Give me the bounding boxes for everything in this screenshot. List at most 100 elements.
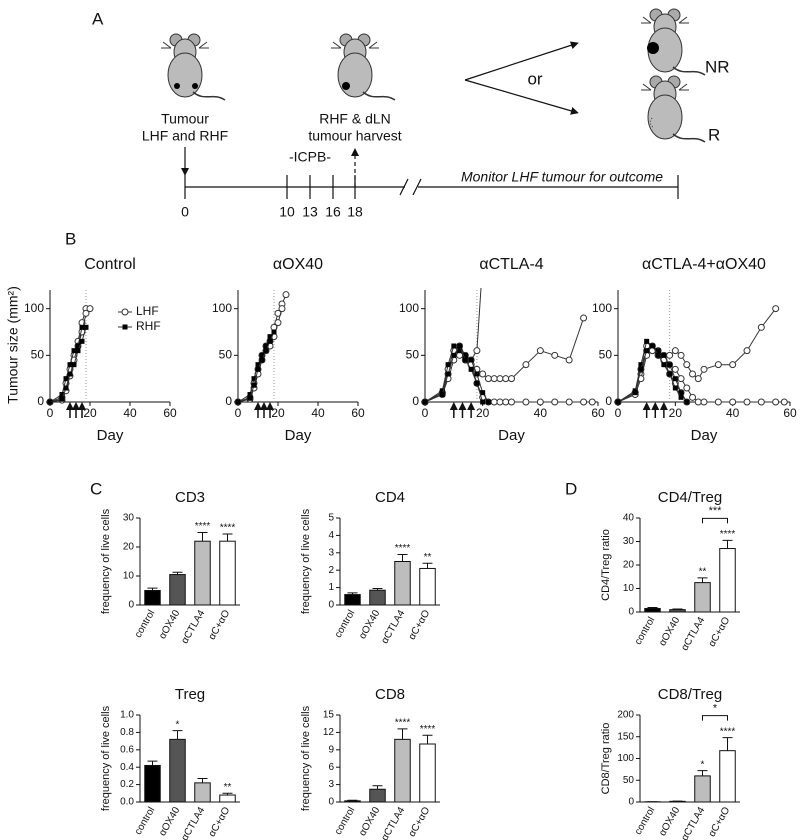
chart-title: Treg <box>175 686 205 703</box>
bar <box>369 589 386 606</box>
chart: αCTLA-4+αOX40 Day 0 50 100 0 20 40 60 <box>592 256 797 444</box>
bracket-label: * <box>713 703 718 715</box>
bar <box>194 782 211 803</box>
data-point <box>251 382 257 388</box>
bar <box>144 764 161 803</box>
y-axis-label: frequency of live cells <box>300 508 312 614</box>
y-tick-label: 0.2 <box>120 779 134 790</box>
data-point <box>251 376 257 382</box>
data-point <box>67 371 73 377</box>
x-tick-label: αOX40 <box>357 805 382 838</box>
timeline-break <box>399 178 422 196</box>
x-tick-label: αOX40 <box>357 608 382 641</box>
error-bar <box>172 730 183 740</box>
data-point <box>714 361 722 369</box>
x-tick-label: 60 <box>163 406 177 420</box>
chart-title: CD3 <box>175 489 205 506</box>
significance-label: ** <box>699 567 707 578</box>
data-point <box>474 380 480 386</box>
data-point <box>661 352 667 358</box>
timeline-label: 18 <box>347 204 363 220</box>
diagram-text: R <box>708 125 720 144</box>
y-axis-label: CD8/Treg ratio <box>600 723 612 795</box>
bracket-label: *** <box>709 505 723 517</box>
y-tick-label: 50 <box>623 775 635 786</box>
tumour-dot <box>647 42 659 54</box>
bar <box>719 548 736 613</box>
data-point <box>255 362 261 368</box>
x-tick-label: 60 <box>591 406 605 420</box>
significance-label: **** <box>720 529 736 540</box>
series-line <box>424 288 482 403</box>
data-point <box>714 398 722 406</box>
data-point <box>757 323 765 331</box>
y-tick-label: 4 <box>328 530 334 541</box>
y-axis-label: Tumour size (mm²) <box>5 286 21 404</box>
bar <box>194 540 211 606</box>
data-point <box>780 398 788 406</box>
y-tick-label: 0 <box>328 797 334 808</box>
bar <box>419 567 436 606</box>
data-point <box>451 343 457 349</box>
y-tick-label: 0.6 <box>120 744 134 755</box>
data-point <box>59 396 65 402</box>
diagram-text: LHF and RHF <box>142 128 228 144</box>
chart-title: CD8 <box>375 686 405 703</box>
data-point <box>247 395 253 401</box>
data-point <box>496 375 504 383</box>
data-point <box>75 348 81 354</box>
panel-label: B <box>65 229 76 248</box>
x-tick-label: control <box>333 608 358 639</box>
y-tick-label: 0 <box>37 394 44 408</box>
data-point <box>638 362 644 368</box>
y-axis-label: frequency of live cells <box>300 705 312 811</box>
panel-label: A <box>92 9 104 28</box>
bar <box>644 607 661 613</box>
panel-label: C <box>90 479 102 498</box>
data-point <box>580 398 588 406</box>
y-axis-label: frequency of live cells <box>100 705 112 811</box>
y-tick-label: 150 <box>617 731 634 742</box>
panel-label: D <box>565 479 577 498</box>
y-tick-label: 1.0 <box>120 710 134 721</box>
data-point <box>480 399 486 405</box>
significance-label: **** <box>420 724 436 735</box>
data-point <box>422 399 428 405</box>
bar <box>169 574 186 606</box>
mouse-icon <box>640 8 706 76</box>
data-point <box>522 361 530 369</box>
data-point <box>672 376 678 382</box>
x-tick-label: αC+αO <box>207 805 233 839</box>
bar <box>719 750 736 803</box>
data-point <box>484 375 492 383</box>
data-point <box>671 365 679 373</box>
y-tick-label: 5 <box>328 513 334 524</box>
bar <box>669 609 686 613</box>
data-point <box>474 371 480 377</box>
data-point <box>655 348 661 354</box>
chart: CD8 frequency of live cells 0 3 6 9 12 15 contro… <box>300 686 440 840</box>
data-point <box>565 398 573 406</box>
data-point <box>678 394 684 400</box>
legend-marker <box>121 308 129 316</box>
x-tick-label: 40 <box>534 406 548 420</box>
diagram-text: RHF & dLN <box>319 111 391 127</box>
data-point <box>588 398 596 406</box>
y-tick-label: 100 <box>592 301 612 315</box>
data-point <box>565 356 573 364</box>
arrow <box>464 41 579 81</box>
error-bar <box>197 532 208 542</box>
data-point <box>638 366 644 372</box>
x-axis-label: Day <box>97 427 124 444</box>
bar <box>394 561 411 606</box>
data-point <box>263 348 269 354</box>
x-tick-label: αOX40 <box>157 608 182 641</box>
timeline-label: 16 <box>325 204 341 220</box>
y-tick-label: 0 <box>225 394 232 408</box>
data-point <box>667 362 673 368</box>
error-bar <box>722 737 733 751</box>
tumour-dot <box>174 83 180 89</box>
diagram-text: NR <box>705 57 730 76</box>
y-tick-label: 0 <box>328 600 334 611</box>
data-point <box>71 348 77 354</box>
